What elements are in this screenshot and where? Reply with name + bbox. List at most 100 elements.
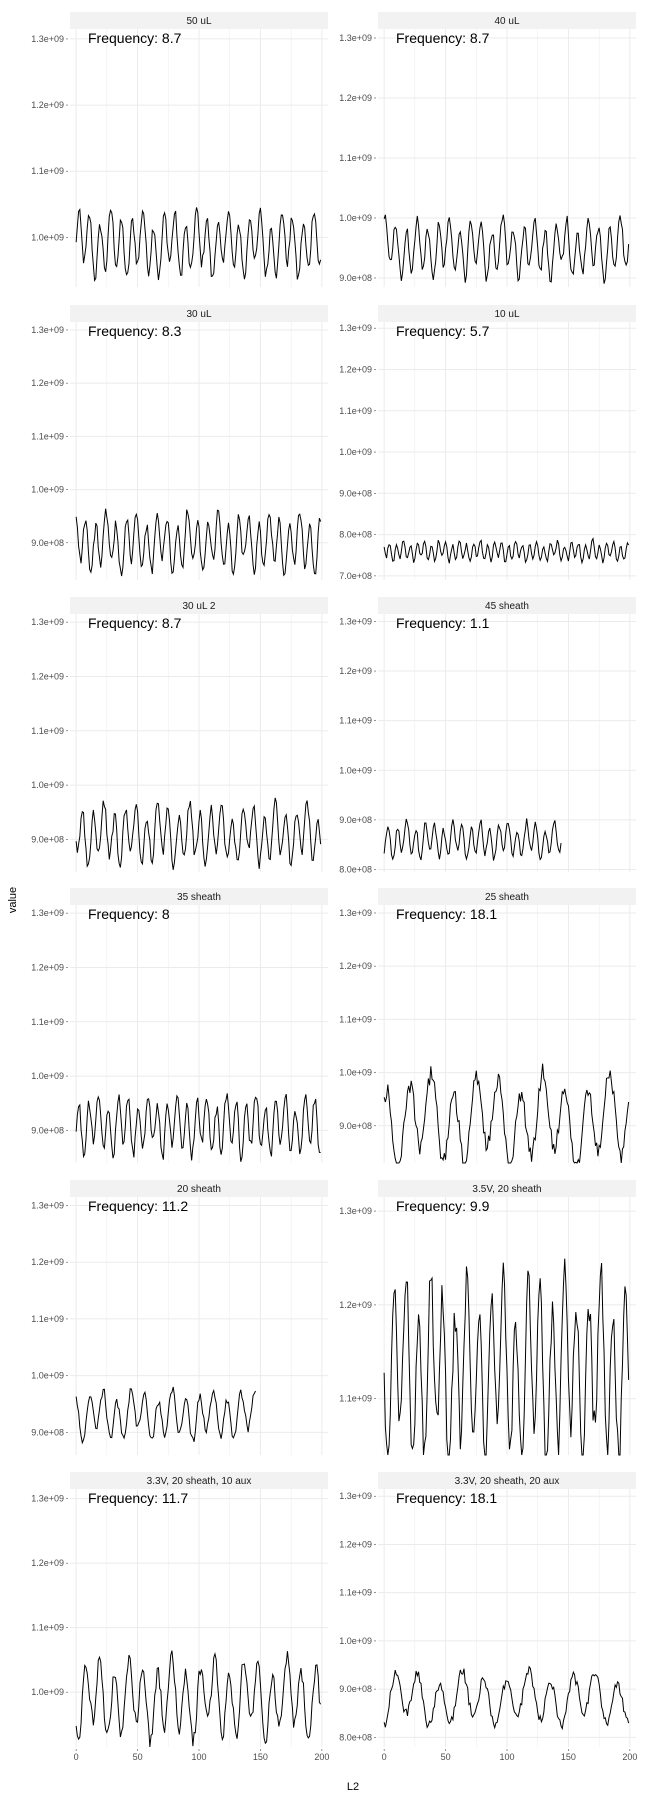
y-tick-label: 1.0e+09 [339, 447, 372, 457]
y-axis-title: value [7, 887, 19, 913]
y-tick-label: 1.2e+09 [339, 93, 372, 103]
series-line [383, 1063, 630, 1164]
y-tick-label: 1.2e+09 [31, 1558, 64, 1568]
series-line [383, 818, 562, 862]
y-tick-label: 1.0e+09 [31, 1687, 64, 1697]
series-line [383, 1665, 630, 1731]
y-tick-label: 8.0e+08 [339, 865, 372, 875]
series-line [383, 214, 630, 284]
panel-2: 40 uL 9.0e+08 1.0e+09 1.1e+09 1.2e+09 1.3e+09… [339, 12, 636, 287]
y-tick-label: 1.2e+09 [339, 364, 372, 374]
y-tick-label: 1.1e+09 [31, 1017, 64, 1027]
frequency-annotation: Frequency: 5.7 [396, 323, 490, 339]
y-tick-label: 8.0e+08 [339, 530, 372, 540]
y-tick-label: 1.3e+09 [31, 1494, 64, 1504]
facet-strip [378, 1472, 636, 1489]
facet-strip-label: 35 sheath [177, 892, 221, 903]
x-tick-label: 150 [253, 1752, 268, 1762]
series-line [75, 1650, 322, 1748]
y-tick-label: 1.3e+09 [339, 616, 372, 626]
frequency-annotation: Frequency: 8 [88, 906, 170, 922]
series-line [383, 537, 630, 565]
facet-strip [378, 12, 636, 29]
y-tick-label: 9.0e+08 [339, 1121, 372, 1131]
y-tick-label: 1.3e+09 [339, 1206, 372, 1216]
facet-strip [70, 1472, 328, 1489]
y-tick-label: 1.1e+09 [339, 153, 372, 163]
panel-4: 10 uL 7.0e+08 8.0e+08 9.0e+08 1.0e+09 1.1e+09… [339, 305, 636, 581]
panel-10: 3.5V, 20 sheath 1.1e+09 1.2e+09 1.3e+09 Freq… [339, 1180, 636, 1456]
facet-strip [378, 597, 636, 614]
y-tick-label: 1.3e+09 [339, 908, 372, 918]
y-tick-label: 1.2e+09 [31, 100, 64, 110]
y-tick-label: 9.0e+08 [339, 815, 372, 825]
facet-strip [70, 888, 328, 905]
x-tick-label: 0 [382, 1752, 387, 1762]
frequency-annotation: Frequency: 8.3 [88, 323, 182, 339]
y-tick-label: 1.1e+09 [339, 716, 372, 726]
y-tick-label: 1.0e+09 [339, 1068, 372, 1078]
facet-strip-label: 30 uL [186, 309, 211, 320]
series-line [383, 1258, 630, 1456]
x-tick-label: 200 [622, 1752, 637, 1762]
panel-7: 35 sheath 9.0e+08 1.0e+09 1.1e+09 1.2e+09 1.3… [31, 888, 328, 1163]
y-tick-label: 1.2e+09 [339, 1539, 372, 1549]
frequency-annotation: Frequency: 11.2 [88, 1198, 188, 1214]
y-tick-label: 1.3e+09 [339, 323, 372, 333]
facet-strip-label: 10 uL [494, 309, 519, 320]
x-tick-label: 50 [441, 1752, 451, 1762]
y-tick-label: 1.1e+09 [31, 1623, 64, 1633]
y-tick-label: 1.1e+09 [339, 406, 372, 416]
facet-strip [70, 597, 328, 614]
y-tick-label: 1.0e+09 [31, 485, 64, 495]
y-tick-label: 1.3e+09 [31, 617, 64, 627]
facet-strip [70, 1180, 328, 1197]
panel-8: 25 sheath 9.0e+08 1.0e+09 1.1e+09 1.2e+09 1.3… [339, 888, 636, 1164]
x-tick-label: 0 [74, 1752, 79, 1762]
y-tick-label: 1.1e+09 [339, 1588, 372, 1598]
y-tick-label: 1.2e+09 [31, 1257, 64, 1267]
y-tick-label: 1.0e+09 [339, 213, 372, 223]
panel-1: 50 uL 1.0e+09 1.1e+09 1.2e+09 1.3e+09 Frequen… [31, 12, 328, 287]
y-tick-label: 1.1e+09 [339, 1014, 372, 1024]
y-tick-label: 1.2e+09 [339, 666, 372, 676]
y-tick-label: 9.0e+08 [31, 1427, 64, 1437]
y-tick-label: 8.0e+08 [339, 1732, 372, 1742]
y-tick-label: 1.0e+09 [31, 1371, 64, 1381]
series-line [75, 1386, 256, 1445]
y-tick-label: 1.3e+09 [31, 908, 64, 918]
facet-strip-label: 25 sheath [485, 892, 529, 903]
y-tick-label: 1.2e+09 [339, 1300, 372, 1310]
y-tick-label: 1.3e+09 [31, 34, 64, 44]
y-tick-label: 1.1e+09 [31, 166, 64, 176]
facet-strip [378, 888, 636, 905]
frequency-annotation: Frequency: 1.1 [396, 615, 490, 631]
frequency-annotation: Frequency: 9.9 [396, 1198, 490, 1214]
facet-strip-label: 45 sheath [485, 601, 529, 612]
panel-11: 3.3V, 20 sheath, 10 aux 1.0e+09 1.1e+09 1.2… [31, 1472, 329, 1762]
facet-strip [378, 1180, 636, 1197]
facet-strip-label: 3.3V, 20 sheath, 10 aux [147, 1476, 252, 1487]
frequency-annotation: Frequency: 8.7 [88, 30, 182, 46]
panel-9: 20 sheath 9.0e+08 1.0e+09 1.1e+09 1.2e+09 1.3… [31, 1180, 328, 1455]
y-tick-label: 1.0e+09 [339, 765, 372, 775]
y-tick-label: 1.0e+09 [339, 1636, 372, 1646]
y-tick-label: 1.1e+09 [31, 726, 64, 736]
y-tick-label: 1.3e+09 [339, 33, 372, 43]
panel-5: 30 uL 2 9.0e+08 1.0e+09 1.1e+09 1.2e+09 1.3e+… [31, 597, 328, 872]
facet-strip-label: 40 uL [494, 16, 519, 27]
panel-3: 30 uL 9.0e+08 1.0e+09 1.1e+09 1.2e+09 1.3e+09… [31, 305, 328, 580]
x-tick-label: 50 [133, 1752, 143, 1762]
series-line [75, 797, 322, 870]
facet-strip-label: 20 sheath [177, 1184, 221, 1195]
x-axis-title: L2 [347, 1781, 359, 1793]
y-tick-label: 1.3e+09 [31, 1201, 64, 1211]
y-tick-label: 1.1e+09 [339, 1394, 372, 1404]
y-tick-label: 1.3e+09 [31, 325, 64, 335]
y-tick-label: 9.0e+08 [339, 273, 372, 283]
frequency-annotation: Frequency: 8.7 [88, 615, 182, 631]
facet-strip-label: 3.3V, 20 sheath, 20 aux [455, 1476, 560, 1487]
y-tick-label: 1.2e+09 [339, 961, 372, 971]
facet-strip-label: 50 uL [186, 16, 211, 27]
